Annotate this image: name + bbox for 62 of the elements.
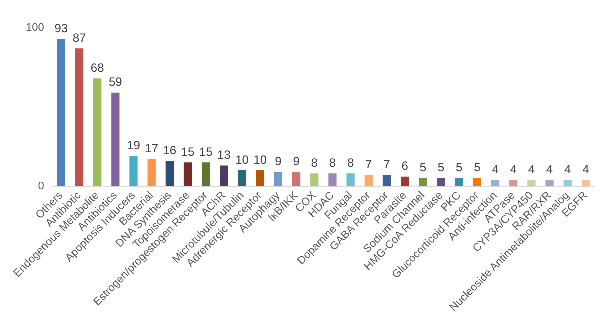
bar xyxy=(455,178,464,186)
data-label: 68 xyxy=(90,60,105,75)
bar xyxy=(220,166,228,186)
data-label: 9 xyxy=(275,154,282,168)
data-label: 4 xyxy=(582,162,590,176)
data-label: 10 xyxy=(236,152,250,167)
bar xyxy=(364,175,373,186)
data-label: 4 xyxy=(564,162,572,176)
data-label: 5 xyxy=(474,160,482,175)
data-label: 7 xyxy=(384,158,391,172)
bar xyxy=(274,172,283,186)
data-label: 16 xyxy=(163,143,177,158)
bar xyxy=(57,39,66,186)
data-label: 9 xyxy=(293,154,300,168)
data-label: 4 xyxy=(510,162,518,176)
bar xyxy=(401,176,410,186)
data-label: 5 xyxy=(438,160,445,175)
bar xyxy=(256,170,264,186)
bar xyxy=(310,174,319,186)
bar xyxy=(491,180,500,186)
bar xyxy=(473,178,482,186)
data-label: 10 xyxy=(254,152,268,167)
bar xyxy=(166,161,174,186)
bar xyxy=(184,162,192,186)
data-label: 93 xyxy=(54,21,68,36)
data-label: 8 xyxy=(311,156,318,170)
bar xyxy=(112,92,120,186)
data-label: 13 xyxy=(218,148,232,162)
bar xyxy=(564,180,572,186)
bar xyxy=(382,175,392,186)
data-label: 19 xyxy=(127,138,141,153)
data-label: 15 xyxy=(199,144,214,159)
bar xyxy=(510,180,518,186)
bar xyxy=(419,178,428,186)
y-tick-label: 100 xyxy=(26,22,44,34)
bar xyxy=(148,159,156,186)
bar xyxy=(202,162,210,186)
bar xyxy=(94,78,102,186)
data-label: 5 xyxy=(420,160,427,175)
bar xyxy=(528,180,536,186)
data-label: 15 xyxy=(181,144,196,159)
bar xyxy=(546,180,554,186)
data-label: 87 xyxy=(72,30,86,45)
data-label: 8 xyxy=(329,156,336,170)
data-label: 8 xyxy=(347,156,354,170)
y-tick-label: 0 xyxy=(38,180,44,192)
bar xyxy=(437,178,446,186)
data-label: 59 xyxy=(108,75,123,90)
bar xyxy=(582,180,590,186)
data-label: 5 xyxy=(456,160,463,175)
data-label: 4 xyxy=(546,162,554,176)
bar xyxy=(346,174,355,186)
bar xyxy=(238,170,246,186)
data-label: 4 xyxy=(492,162,500,176)
bar xyxy=(75,48,84,186)
data-label: 7 xyxy=(366,158,373,172)
bar xyxy=(130,156,138,186)
data-label: 4 xyxy=(528,162,536,176)
bar xyxy=(292,172,301,186)
data-label: 17 xyxy=(145,142,159,156)
data-label: 6 xyxy=(402,159,409,174)
bar xyxy=(328,174,337,186)
